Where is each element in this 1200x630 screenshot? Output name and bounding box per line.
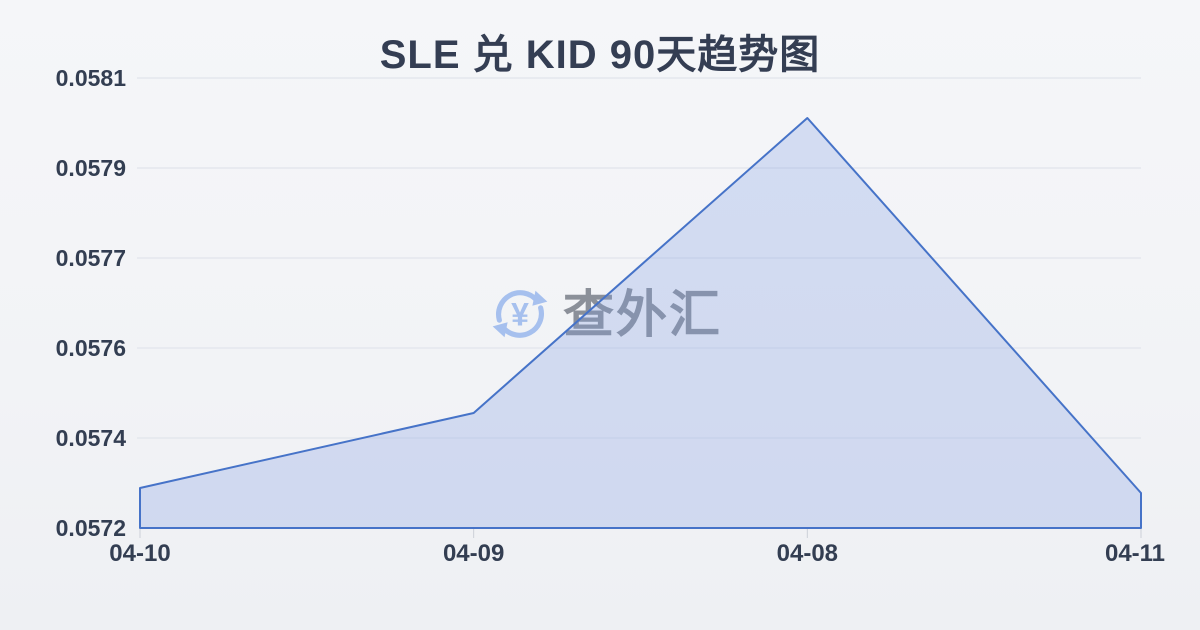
y-axis-tick-label: 0.0579 bbox=[55, 155, 126, 181]
y-axis-tick-label: 0.0572 bbox=[55, 515, 126, 541]
chart-title: SLE 兑 KID 90天趋势图 bbox=[379, 33, 821, 77]
watermark: ¥ 查外汇 bbox=[487, 281, 722, 347]
y-axis-tick-label: 0.0576 bbox=[55, 335, 126, 361]
currency-exchange-icon: ¥ bbox=[492, 290, 548, 338]
trend-area bbox=[139, 117, 1142, 529]
watermark-text: 查外汇 bbox=[563, 289, 722, 340]
x-axis-tick-label: 04-09 bbox=[442, 540, 505, 567]
x-axis-tick-label: 04-08 bbox=[776, 540, 839, 567]
x-axis-tick-label: 04-10 bbox=[109, 540, 171, 567]
y-axis-tick-label: 0.0574 bbox=[55, 425, 126, 451]
x-axis-tick-label: 04-11 bbox=[1104, 540, 1166, 567]
y-axis-tick-label: 0.0577 bbox=[55, 245, 126, 271]
yuan-symbol: ¥ bbox=[511, 296, 529, 332]
y-axis-tick-label: 0.0581 bbox=[55, 65, 126, 91]
